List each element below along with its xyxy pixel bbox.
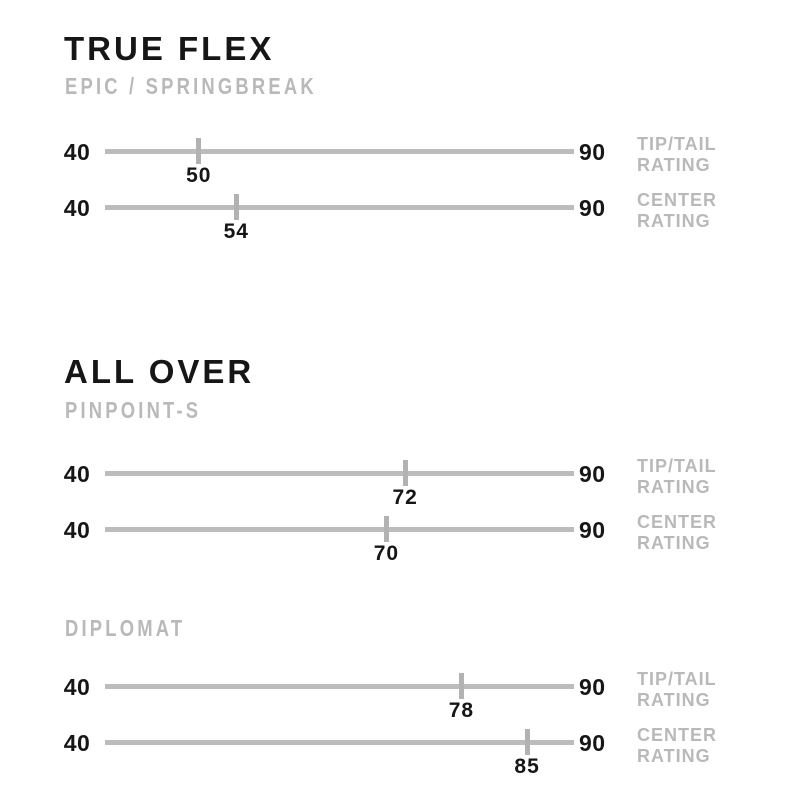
scale-value-label: 70 <box>373 542 400 565</box>
scale-line: 85 <box>105 729 574 778</box>
scale-min-label: 40 <box>63 730 91 756</box>
scale-max-label: 90 <box>579 730 606 756</box>
rating-label-tip-tail: TIP/TAIL RATING <box>637 134 717 175</box>
scale-line: 78 <box>105 673 574 722</box>
scale-max-label: 90 <box>579 195 606 221</box>
scale-max-label: 90 <box>579 517 606 543</box>
scale-max-label: 90 <box>579 139 606 165</box>
board-name-diplomat: DIPLOMAT <box>65 615 186 641</box>
scale-line: 72 <box>105 460 574 509</box>
rating-label-center: CENTER RATING <box>637 190 718 231</box>
scale-tick <box>233 194 239 220</box>
section-title-all-over: ALL OVER <box>64 353 255 390</box>
scale-min-label: 40 <box>63 139 91 165</box>
scale-line: 50 <box>105 138 574 187</box>
scale-tick <box>458 673 464 699</box>
scale-line: 54 <box>105 194 574 243</box>
scale-min-label: 40 <box>63 195 91 221</box>
scale-max-label: 90 <box>579 461 606 487</box>
rating-label-tip-tail: TIP/TAIL RATING <box>637 456 717 497</box>
rating-label-tip-tail: TIP/TAIL RATING <box>637 669 717 710</box>
scale-value-label: 78 <box>448 699 475 722</box>
rating-label-center: CENTER RATING <box>637 512 718 553</box>
scale-min-label: 40 <box>63 517 91 543</box>
board-name-pinpoint-s: PINPOINT-S <box>65 397 202 423</box>
rating-label-center: CENTER RATING <box>637 725 718 766</box>
board-name-epic-springbreak: EPIC / SPRINGBREAK <box>65 73 317 99</box>
scale-tick <box>383 516 389 542</box>
scale-tick <box>196 138 202 164</box>
section-title-true-flex: TRUE FLEX <box>64 30 275 67</box>
scale-tick <box>402 460 408 486</box>
scale-value-label: 50 <box>186 164 212 187</box>
scale-line: 70 <box>105 516 574 565</box>
scale-max-label: 90 <box>579 674 606 700</box>
scale-min-label: 40 <box>63 461 91 487</box>
scale-min-label: 40 <box>63 674 91 700</box>
scale-tick <box>524 729 530 755</box>
scale-value-label: 72 <box>392 486 418 509</box>
scale-value-label: 54 <box>223 220 249 243</box>
scale-value-label: 85 <box>514 755 540 778</box>
